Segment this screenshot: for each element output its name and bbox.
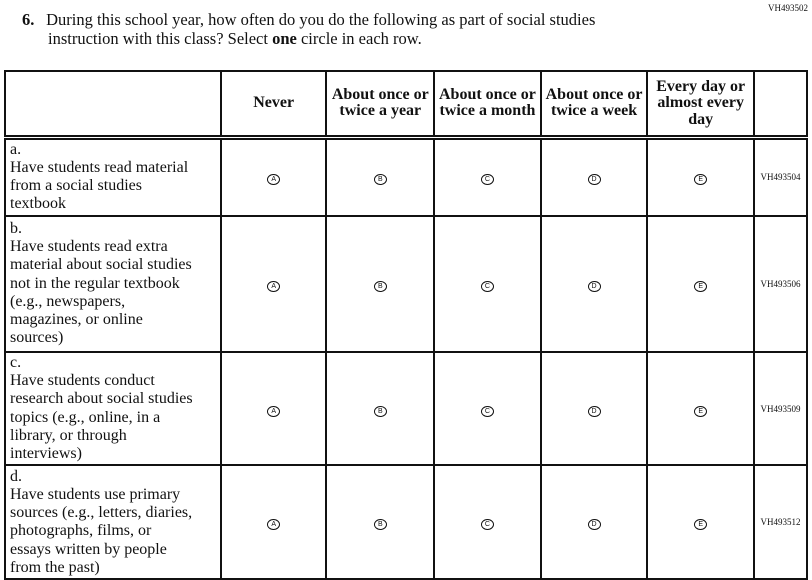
option-cell: B bbox=[325, 464, 436, 580]
column-header: About once or twice a year bbox=[325, 70, 436, 140]
option-cell: A bbox=[219, 136, 328, 217]
option-cell: D bbox=[539, 350, 649, 467]
option-cell: B bbox=[325, 350, 436, 467]
response-circle-a[interactable]: A bbox=[267, 174, 281, 186]
option-cell: A bbox=[219, 214, 328, 353]
question-line-2-end: circle in each row. bbox=[296, 29, 422, 48]
item-letter: a. bbox=[10, 140, 22, 158]
question-line-1: During this school year, how often do yo… bbox=[46, 10, 596, 29]
option-cell: E bbox=[646, 214, 756, 353]
response-circle-c[interactable]: C bbox=[480, 174, 494, 186]
item-letter: d. bbox=[10, 467, 22, 485]
header-row: Never About once or twice a year About onc… bbox=[4, 70, 808, 140]
table-row: c.Have students conduct research about s… bbox=[4, 350, 808, 467]
option-cell: E bbox=[646, 464, 756, 580]
response-circle-e[interactable]: E bbox=[694, 519, 708, 531]
question-text: 6. During this school year, how often do… bbox=[22, 10, 722, 48]
response-circle-d[interactable]: D bbox=[587, 280, 601, 292]
response-circle-b[interactable]: B bbox=[373, 519, 387, 531]
item-label: b.Have students read extra material abou… bbox=[4, 214, 222, 353]
response-circle-c[interactable]: C bbox=[480, 280, 494, 292]
response-circle-d[interactable]: D bbox=[587, 519, 601, 531]
option-cell: D bbox=[539, 214, 649, 353]
option-cell: B bbox=[325, 214, 436, 353]
response-circle-a[interactable]: A bbox=[267, 405, 281, 417]
option-cell: C bbox=[433, 350, 542, 467]
item-text: Have students read extra material about … bbox=[10, 237, 192, 347]
response-circle-e[interactable]: E bbox=[694, 405, 708, 417]
table-row: b.Have students read extra material abou… bbox=[4, 214, 808, 353]
item-label: c.Have students conduct research about s… bbox=[4, 350, 222, 467]
row-code: VH493504 bbox=[753, 136, 808, 217]
response-circle-d[interactable]: D bbox=[587, 174, 601, 186]
option-cell: D bbox=[539, 464, 649, 580]
response-circle-b[interactable]: B bbox=[373, 280, 387, 292]
question-emphasis: one bbox=[272, 29, 297, 48]
item-text: Have students use primary sources (e.g.,… bbox=[10, 485, 193, 577]
option-cell: B bbox=[325, 136, 436, 217]
item-code: VH493502 bbox=[768, 3, 808, 13]
header-code-blank bbox=[753, 70, 808, 140]
row-code: VH493509 bbox=[753, 350, 808, 467]
column-header: Never bbox=[219, 70, 328, 140]
response-grid: Never About once or twice a year About onc… bbox=[4, 70, 808, 580]
response-circle-a[interactable]: A bbox=[267, 280, 281, 292]
option-cell: A bbox=[219, 464, 328, 580]
question-line-2: instruction with this class? Select bbox=[48, 29, 273, 48]
response-circle-c[interactable]: C bbox=[480, 405, 494, 417]
response-circle-e[interactable]: E bbox=[694, 174, 708, 186]
response-circle-b[interactable]: B bbox=[373, 174, 387, 186]
response-circle-b[interactable]: B bbox=[373, 405, 387, 417]
option-cell: E bbox=[646, 350, 756, 467]
header-blank bbox=[4, 70, 222, 140]
response-circle-d[interactable]: D bbox=[587, 405, 601, 417]
item-letter: c. bbox=[10, 353, 22, 371]
option-cell: E bbox=[646, 136, 756, 217]
response-circle-a[interactable]: A bbox=[267, 519, 281, 531]
response-circle-e[interactable]: E bbox=[694, 280, 708, 292]
option-cell: C bbox=[433, 136, 542, 217]
option-cell: D bbox=[539, 136, 649, 217]
option-cell: C bbox=[433, 214, 542, 353]
response-circle-c[interactable]: C bbox=[480, 519, 494, 531]
column-header: About once or twice a month bbox=[433, 70, 542, 140]
column-header: Every day or almost every day bbox=[646, 70, 756, 140]
item-letter: b. bbox=[10, 219, 22, 237]
row-code: VH493506 bbox=[753, 214, 808, 353]
option-cell: C bbox=[433, 464, 542, 580]
item-label: d.Have students use primary sources (e.g… bbox=[4, 464, 222, 580]
option-cell: A bbox=[219, 350, 328, 467]
item-label: a.Have students read material from a soc… bbox=[4, 136, 222, 217]
column-header: About once or twice a week bbox=[539, 70, 649, 140]
row-code: VH493512 bbox=[753, 464, 808, 580]
question-number: 6. bbox=[22, 10, 35, 29]
item-text: Have students conduct research about soc… bbox=[10, 371, 193, 463]
item-text: Have students read material from a socia… bbox=[10, 158, 189, 213]
table-row: d.Have students use primary sources (e.g… bbox=[4, 464, 808, 580]
table-row: a.Have students read material from a soc… bbox=[4, 136, 808, 217]
